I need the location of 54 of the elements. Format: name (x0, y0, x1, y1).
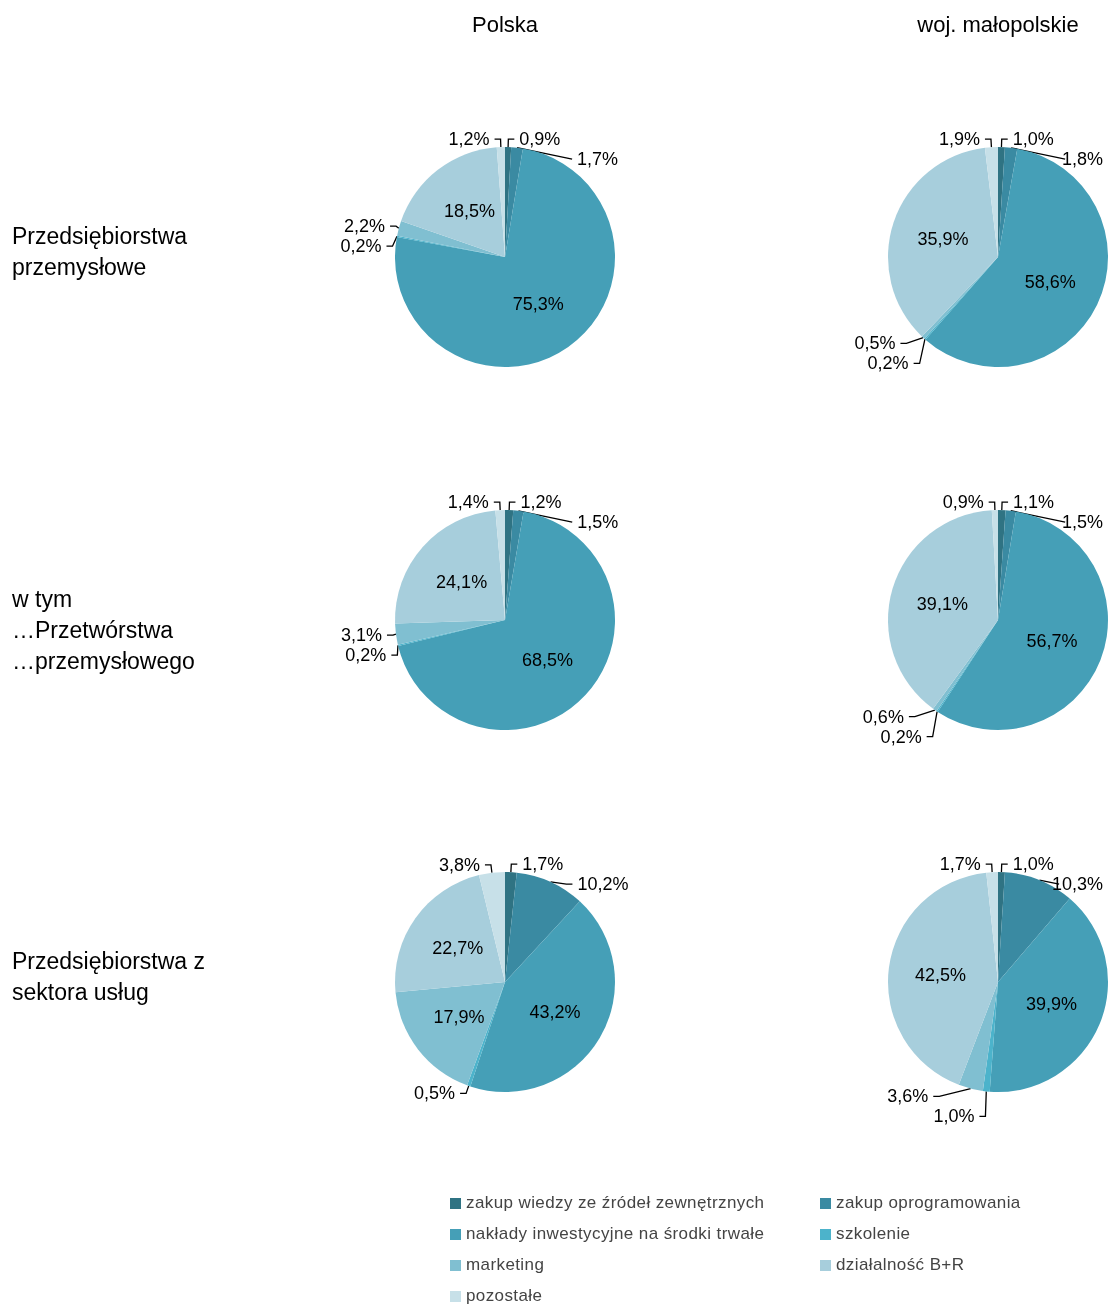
data-label: 1,0% (1012, 854, 1054, 875)
data-label: 1,7% (522, 854, 564, 875)
data-label: 0,5% (854, 333, 896, 354)
data-label: 1,9% (938, 129, 980, 150)
legend-label: zakup wiedzy ze źródeł zewnętrznych (466, 1193, 765, 1213)
data-label: 1,7% (939, 854, 981, 875)
data-label: 3,1% (340, 625, 382, 646)
text: Przedsiębiorstwa przemysłowe (12, 222, 189, 282)
data-label: 10,3% (1051, 874, 1104, 895)
data-label: 43,2% (529, 1001, 581, 1022)
data-label: 1,0% (933, 1106, 975, 1127)
legend-label: działalność B+R (836, 1255, 965, 1275)
data-label: 0,2% (880, 726, 922, 747)
legend-label: nakłady inwestycyjne na środki trwałe (466, 1224, 765, 1244)
data-label: 24,1% (436, 571, 488, 592)
data-label: 17,9% (433, 1007, 485, 1028)
data-label: 0,6% (862, 706, 904, 727)
data-label: 3,8% (438, 854, 480, 875)
data-label: 1,2% (520, 492, 562, 513)
data-label: 58,6% (1024, 272, 1076, 293)
data-label: 1,7% (577, 149, 619, 170)
data-label: 56,7% (1026, 631, 1078, 652)
chart-title: woj. małopolskie (916, 12, 1080, 38)
data-label: 1,4% (447, 492, 489, 513)
data-label: 39,9% (1026, 994, 1078, 1015)
legend-label: zakup oprogramowania (836, 1193, 1021, 1213)
data-label: 1,2% (448, 129, 490, 150)
data-label: 1,1% (1013, 492, 1055, 513)
data-label: 0,2% (867, 353, 909, 374)
data-label: 0,9% (942, 492, 984, 513)
data-label: 3,6% (887, 1086, 929, 1107)
data-label: 0,2% (345, 645, 387, 666)
data-label: 0,5% (414, 1083, 456, 1104)
chart-title: Polska (470, 12, 539, 38)
data-label: 42,5% (914, 964, 966, 985)
legend-label: marketing (466, 1255, 545, 1275)
text: Przedsiębiorstwa z sektora usług (12, 947, 207, 1007)
data-label: 1,8% (1061, 149, 1103, 170)
data-label: 1,5% (1061, 512, 1103, 533)
data-label: 35,9% (917, 228, 969, 249)
data-label: 0,9% (519, 129, 561, 150)
data-label: 10,2% (577, 874, 629, 895)
data-label: 2,2% (344, 216, 386, 237)
legend-label: szkolenie (836, 1224, 911, 1244)
data-label: 22,7% (432, 938, 484, 959)
data-label: 18,5% (444, 201, 496, 222)
legend-label: pozostałe (466, 1286, 543, 1306)
data-label: 75,3% (512, 294, 564, 315)
data-label: 68,5% (521, 649, 573, 670)
data-label: 39,1% (916, 593, 968, 614)
text: w tym …Przetwórstwa …przemysłowego (12, 585, 196, 676)
data-label: 0,2% (340, 236, 382, 257)
data-label: 1,5% (577, 512, 619, 533)
data-label: 1,0% (1012, 129, 1054, 150)
